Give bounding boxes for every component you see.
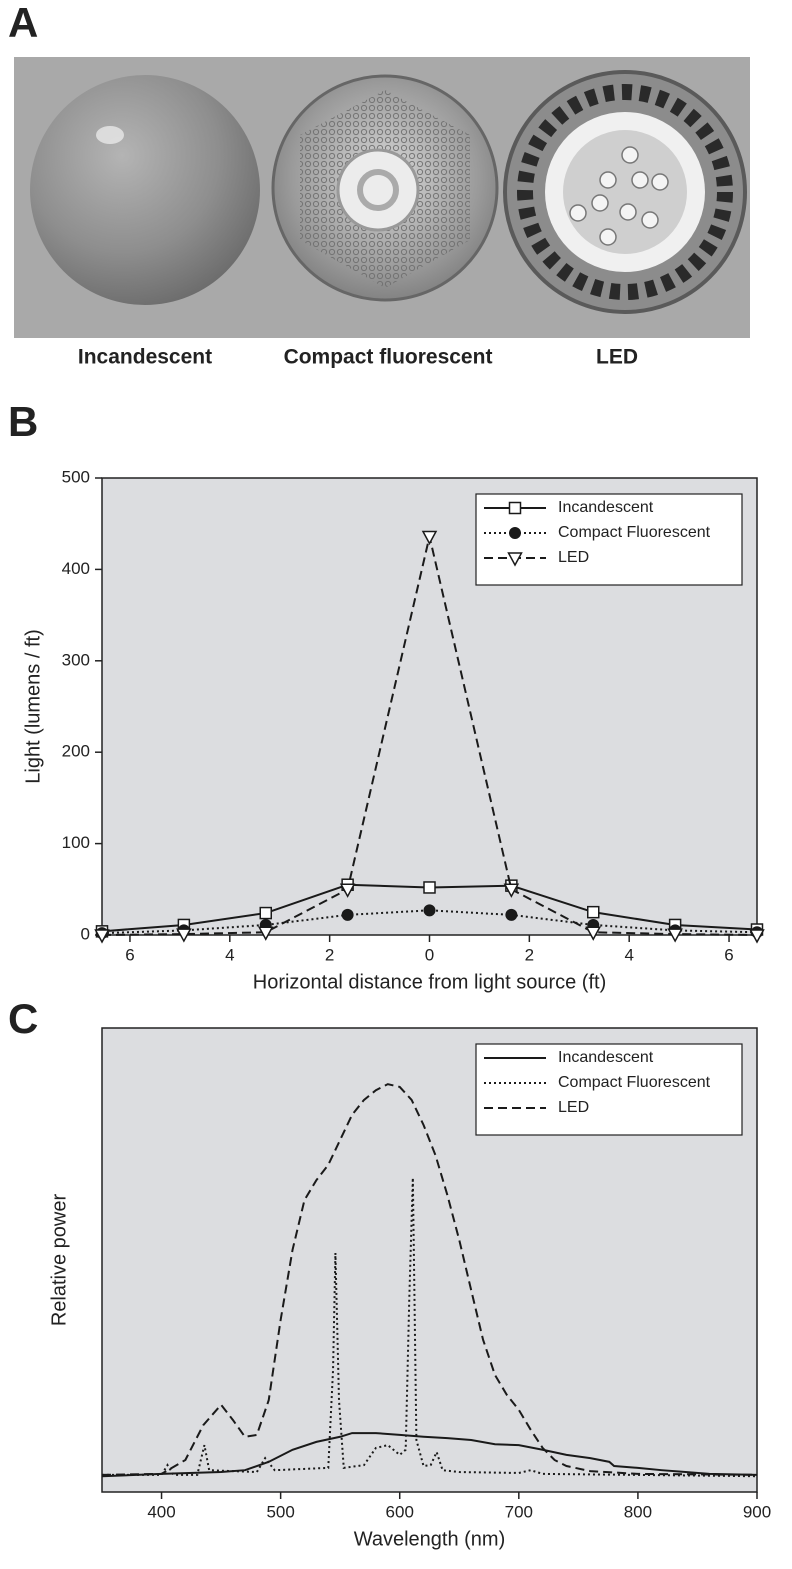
y-tick-label: 200 [62, 742, 90, 761]
x-tick-label: 4 [624, 945, 633, 964]
marker [503, 883, 520, 898]
y-tick-label: 100 [62, 833, 90, 852]
marker [749, 929, 765, 944]
y-axis-label: Light (lumens / ft) [22, 629, 44, 784]
legend-label: Compact Fluorescent [558, 524, 711, 541]
legend-label: Compact Fluorescent [558, 1074, 711, 1091]
y-tick-label: 400 [62, 559, 90, 578]
marker [585, 926, 602, 941]
series-line [101, 1083, 758, 1476]
panel-letter: B [8, 398, 38, 445]
marker [94, 929, 110, 944]
x-tick-label: 2 [525, 945, 534, 964]
photo [14, 57, 750, 338]
marker [339, 883, 356, 898]
legend-box [475, 1043, 743, 1136]
legend-marker [507, 552, 523, 567]
panel-letter: A [8, 0, 38, 46]
marker [257, 926, 274, 941]
marker [341, 908, 354, 921]
series-line [101, 1432, 758, 1478]
x-axis-label: Horizontal distance from light source (f… [253, 971, 606, 993]
legend-label: LED [558, 1099, 589, 1116]
legend-marker [508, 501, 522, 515]
x-axis-label: Wavelength (nm) [354, 1528, 506, 1550]
x-tick-label: 0 [425, 945, 434, 964]
marker [176, 928, 192, 943]
x-tick-label: 700 [505, 1502, 533, 1521]
y-axis-label: Relative power [48, 1194, 70, 1327]
x-tick-label: 6 [125, 945, 134, 964]
legend-label: Incandescent [558, 1049, 654, 1066]
legend-marker [509, 527, 521, 539]
x-tick-label: 900 [743, 1502, 771, 1521]
x-tick-label: 600 [386, 1502, 414, 1521]
marker [587, 905, 600, 919]
legend-label: LED [558, 549, 589, 566]
marker [667, 928, 683, 943]
legend-label: Incandescent [558, 499, 654, 516]
x-tick-label: 2 [325, 945, 334, 964]
x-tick-label: 4 [225, 945, 234, 964]
x-tick-label: 400 [147, 1502, 175, 1521]
marker [421, 530, 438, 546]
marker [259, 906, 272, 920]
photo-caption: Incandescent [78, 346, 212, 369]
y-tick-label: 300 [62, 650, 90, 669]
photo-caption: Compact fluorescent [284, 346, 493, 369]
marker [423, 904, 436, 917]
y-tick-label: 500 [62, 467, 90, 486]
series-line [102, 1177, 758, 1478]
y-tick-label: 0 [81, 924, 90, 943]
x-tick-label: 800 [624, 1502, 652, 1521]
x-tick-label: 6 [724, 945, 733, 964]
marker [423, 881, 436, 894]
marker [505, 908, 518, 921]
photo-caption: LED [596, 346, 638, 369]
x-tick-label: 500 [266, 1502, 294, 1521]
panel-letter: C [8, 995, 38, 1042]
